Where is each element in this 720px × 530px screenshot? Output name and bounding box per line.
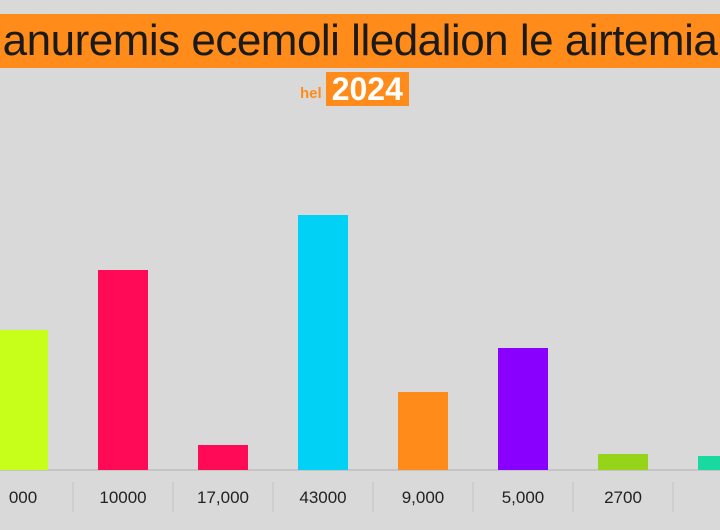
title-band: anuremis ecemoli lledalion le airtemia [0,14,720,68]
bar-1 [98,270,148,470]
x-axis-dividers [72,482,674,512]
bar-7 [698,456,720,470]
bar-0 [0,330,48,470]
bar-2 [198,445,248,470]
x-tick-label-6: 2700 [604,488,642,507]
x-tick-label-4: 9,000 [402,488,445,507]
x-tick-label-0: 000 [9,488,37,507]
x-tick-label-2: 17,000 [197,488,249,507]
chart-subtitle: hel 2024 [300,72,409,106]
bar-3 [298,215,348,470]
bar-6 [598,454,648,470]
x-tick-label-group: 000 10000 17,000 43000 9,000 5,000 2700 [9,488,642,507]
subtitle-prefix: hel [300,85,322,102]
bar-5 [498,348,548,470]
bar-4 [398,392,448,470]
x-tick-label-5: 5,000 [502,488,545,507]
x-tick-label-1: 10000 [99,488,146,507]
chart-title: anuremis ecemoli lledalion le airtemia [2,16,718,65]
x-tick-label-3: 43000 [299,488,346,507]
bar-group [0,215,720,470]
subtitle-year: 2024 [325,72,409,106]
